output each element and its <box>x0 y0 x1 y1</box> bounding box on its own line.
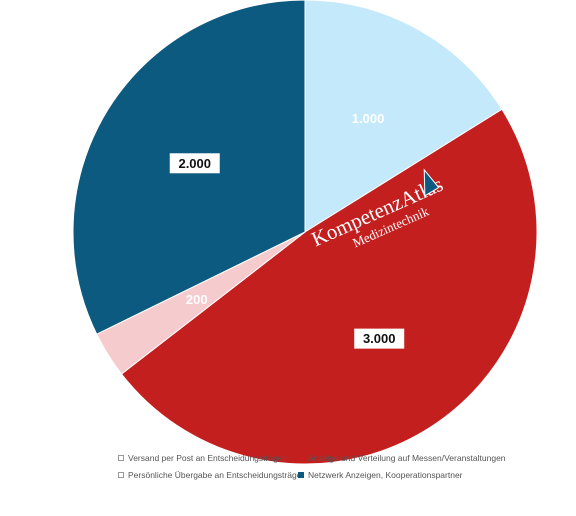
pie-data-label-box <box>169 153 220 174</box>
pie-data-label-text: 200 <box>186 292 208 307</box>
pie-data-label-text: 1.000 <box>352 111 385 126</box>
pie-slice <box>304 0 503 233</box>
pie-data-label-text: 3.000 <box>363 331 396 346</box>
pie-data-label-text: 2.000 <box>178 156 211 171</box>
watermark-triangle-icon <box>423 168 440 197</box>
pie-data-label-box <box>354 328 405 349</box>
pie-data-labels: 1.000 3.000 200 2.000 <box>169 111 405 349</box>
pie-data-label: 2.000 <box>169 153 220 174</box>
pie-slices <box>72 0 538 465</box>
pie-data-label: 3.000 <box>354 328 405 349</box>
pie-data-label: 200 <box>186 292 208 307</box>
pie-slice <box>120 108 538 465</box>
pie-data-label: 1.000 <box>352 111 385 126</box>
